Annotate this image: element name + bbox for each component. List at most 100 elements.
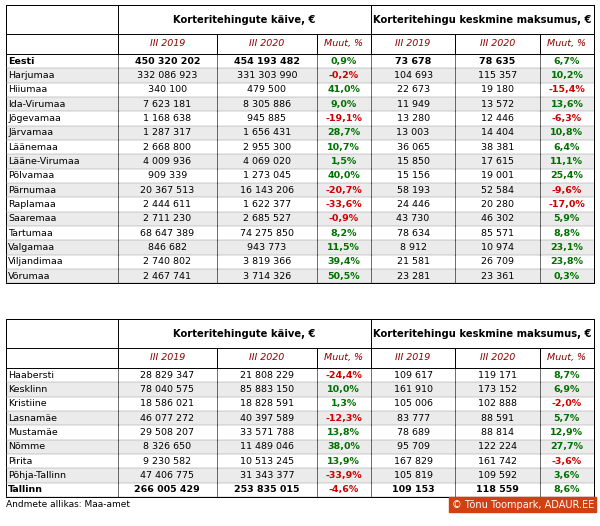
Text: 331 303 990: 331 303 990 bbox=[236, 71, 297, 80]
Text: 2 444 611: 2 444 611 bbox=[143, 200, 191, 209]
Text: Jõgevamaa: Jõgevamaa bbox=[8, 114, 61, 123]
Text: 3 714 326: 3 714 326 bbox=[243, 272, 291, 281]
Text: 22 673: 22 673 bbox=[397, 85, 430, 94]
Text: Muut, %: Muut, % bbox=[547, 39, 586, 48]
Text: 40,0%: 40,0% bbox=[328, 171, 360, 180]
Text: 2 467 741: 2 467 741 bbox=[143, 272, 191, 281]
Bar bbox=[6, 382, 594, 397]
Text: 21 581: 21 581 bbox=[397, 257, 430, 266]
Text: 33 571 788: 33 571 788 bbox=[240, 428, 294, 437]
Text: 18 586 021: 18 586 021 bbox=[140, 399, 194, 408]
Text: 88 814: 88 814 bbox=[481, 428, 514, 437]
Text: 8,2%: 8,2% bbox=[331, 229, 357, 238]
Text: 52 584: 52 584 bbox=[481, 186, 514, 195]
Text: 15 156: 15 156 bbox=[397, 171, 430, 180]
Text: 31 343 377: 31 343 377 bbox=[239, 471, 294, 480]
Text: Viljandimaa: Viljandimaa bbox=[8, 257, 64, 266]
Text: 11 489 046: 11 489 046 bbox=[240, 442, 294, 451]
Text: -17,0%: -17,0% bbox=[548, 200, 585, 209]
Text: 2 740 802: 2 740 802 bbox=[143, 257, 191, 266]
Text: 161 742: 161 742 bbox=[478, 457, 517, 466]
Text: Tallinn: Tallinn bbox=[8, 485, 43, 494]
Text: 12,9%: 12,9% bbox=[550, 428, 583, 437]
Text: Korteritehingu keskmine maksumus, €: Korteritehingu keskmine maksumus, € bbox=[373, 329, 592, 339]
Text: Lääne-Virumaa: Lääne-Virumaa bbox=[8, 157, 80, 166]
Text: 10,7%: 10,7% bbox=[327, 143, 360, 151]
Text: 109 617: 109 617 bbox=[394, 371, 433, 380]
Text: Nõmme: Nõmme bbox=[8, 442, 46, 451]
Text: 46 077 272: 46 077 272 bbox=[140, 414, 194, 423]
Text: 4 069 020: 4 069 020 bbox=[243, 157, 291, 166]
Text: 74 275 850: 74 275 850 bbox=[240, 229, 294, 238]
Text: Pirita: Pirita bbox=[8, 457, 33, 466]
Text: Pärnumaa: Pärnumaa bbox=[8, 186, 56, 195]
Text: 1,3%: 1,3% bbox=[331, 399, 357, 408]
Bar bbox=[6, 269, 594, 284]
Text: 95 709: 95 709 bbox=[397, 442, 430, 451]
Bar bbox=[6, 197, 594, 212]
Text: 50,5%: 50,5% bbox=[328, 272, 360, 281]
Text: 8,8%: 8,8% bbox=[554, 229, 580, 238]
Text: 13,8%: 13,8% bbox=[327, 428, 360, 437]
Text: 13,9%: 13,9% bbox=[327, 457, 360, 466]
Text: 23 361: 23 361 bbox=[481, 272, 514, 281]
Text: III 2020: III 2020 bbox=[480, 39, 515, 48]
Text: 39,4%: 39,4% bbox=[327, 257, 360, 266]
Text: Järvamaa: Järvamaa bbox=[8, 128, 53, 137]
Text: 58 193: 58 193 bbox=[397, 186, 430, 195]
Text: 15 850: 15 850 bbox=[397, 157, 430, 166]
Text: 19 001: 19 001 bbox=[481, 171, 514, 180]
Text: 85 883 150: 85 883 150 bbox=[240, 385, 294, 394]
Text: Võrumaa: Võrumaa bbox=[8, 272, 51, 281]
Text: 29 508 207: 29 508 207 bbox=[140, 428, 194, 437]
Bar bbox=[6, 240, 594, 255]
Text: 36 065: 36 065 bbox=[397, 143, 430, 151]
Bar bbox=[6, 83, 594, 97]
Text: 8 326 650: 8 326 650 bbox=[143, 442, 191, 451]
Text: 102 888: 102 888 bbox=[478, 399, 517, 408]
Text: 40 397 589: 40 397 589 bbox=[240, 414, 294, 423]
Text: III 2019: III 2019 bbox=[149, 353, 185, 362]
Text: 253 835 015: 253 835 015 bbox=[234, 485, 299, 494]
Bar bbox=[6, 126, 594, 140]
Text: III 2019: III 2019 bbox=[395, 39, 431, 48]
Text: 332 086 923: 332 086 923 bbox=[137, 71, 197, 80]
Text: Tartumaa: Tartumaa bbox=[8, 229, 53, 238]
Text: 23 281: 23 281 bbox=[397, 272, 430, 281]
Text: 122 224: 122 224 bbox=[478, 442, 517, 451]
Text: 73 678: 73 678 bbox=[395, 57, 431, 66]
Text: 6,7%: 6,7% bbox=[554, 57, 580, 66]
Text: 14 404: 14 404 bbox=[481, 128, 514, 137]
Text: 9,0%: 9,0% bbox=[331, 100, 357, 109]
Text: Muut, %: Muut, % bbox=[324, 353, 363, 362]
Text: Korteritehingu keskmine maksumus, €: Korteritehingu keskmine maksumus, € bbox=[373, 15, 592, 25]
Text: Haabersti: Haabersti bbox=[8, 371, 55, 380]
Bar bbox=[6, 112, 594, 126]
Text: -24,4%: -24,4% bbox=[325, 371, 362, 380]
Text: Raplamaa: Raplamaa bbox=[8, 200, 56, 209]
Text: 27,7%: 27,7% bbox=[550, 442, 583, 451]
Bar bbox=[6, 140, 594, 154]
Text: 16 143 206: 16 143 206 bbox=[240, 186, 294, 195]
Bar bbox=[6, 426, 594, 440]
Text: Muut, %: Muut, % bbox=[324, 39, 363, 48]
Text: 68 647 389: 68 647 389 bbox=[140, 229, 194, 238]
Text: 450 320 202: 450 320 202 bbox=[134, 57, 200, 66]
Bar bbox=[6, 169, 594, 183]
Text: Andmete allikas: Maa-amet: Andmete allikas: Maa-amet bbox=[6, 500, 130, 509]
Text: 3 819 366: 3 819 366 bbox=[243, 257, 291, 266]
Text: 21 808 229: 21 808 229 bbox=[240, 371, 294, 380]
Text: -33,9%: -33,9% bbox=[325, 471, 362, 480]
Text: 161 910: 161 910 bbox=[394, 385, 433, 394]
Text: 11,1%: 11,1% bbox=[550, 157, 583, 166]
Bar bbox=[6, 97, 594, 112]
Text: 109 153: 109 153 bbox=[392, 485, 434, 494]
Text: 11 949: 11 949 bbox=[397, 100, 430, 109]
Text: 2 685 527: 2 685 527 bbox=[243, 215, 291, 224]
Bar bbox=[6, 68, 594, 83]
Bar bbox=[6, 411, 594, 426]
Text: 78 635: 78 635 bbox=[479, 57, 515, 66]
Text: 46 302: 46 302 bbox=[481, 215, 514, 224]
Text: 13 572: 13 572 bbox=[481, 100, 514, 109]
Text: Harjumaa: Harjumaa bbox=[8, 71, 55, 80]
